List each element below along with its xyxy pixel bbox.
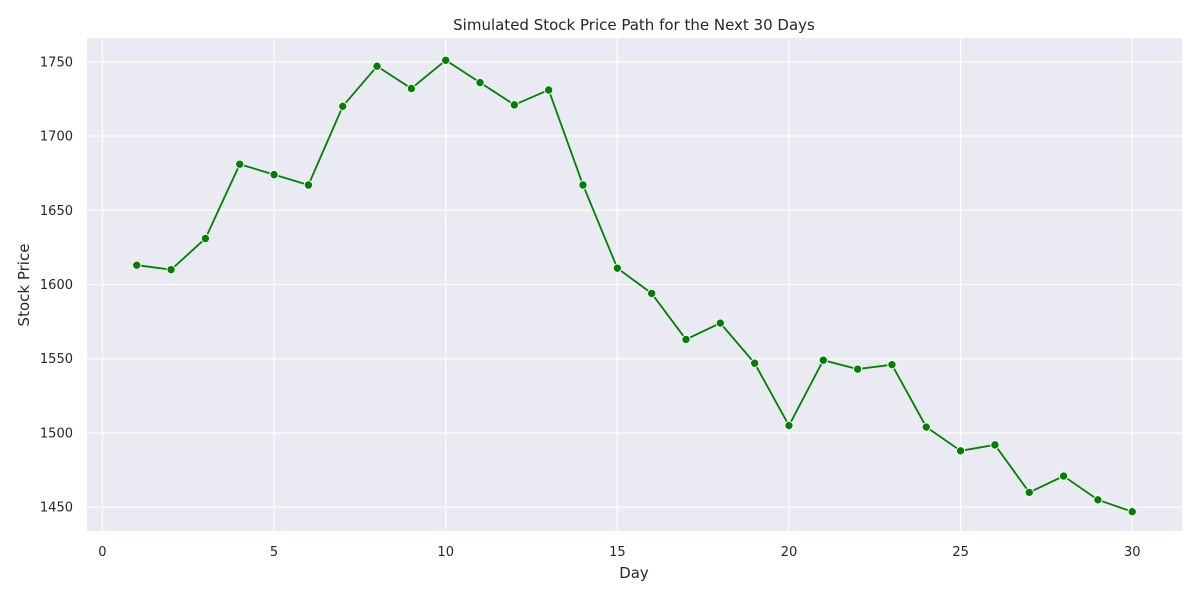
x-tick-label: 20 [781, 545, 798, 560]
data-point [715, 318, 726, 328]
data-point [646, 288, 657, 299]
data-point [1024, 487, 1034, 498]
series-line [136, 59, 1133, 513]
data-point [372, 61, 382, 71]
data-point [200, 233, 211, 244]
data-point [475, 77, 485, 88]
y-tick-label: 1500 [40, 426, 73, 441]
x-tick-label: 15 [609, 545, 626, 560]
data-point [955, 446, 966, 456]
data-point [338, 101, 348, 112]
data-point [578, 180, 588, 190]
data-point [1058, 471, 1069, 481]
y-axis-label: Stock Price [15, 244, 33, 327]
data-point [166, 264, 176, 275]
data-point [406, 83, 417, 94]
y-tick-label: 1750 [40, 55, 73, 70]
x-tick-label: 5 [270, 545, 278, 560]
y-tick-label: 1600 [40, 278, 73, 293]
x-tick-label: 30 [1124, 545, 1141, 560]
x-tick-label: 0 [98, 545, 106, 560]
data-point [269, 169, 279, 180]
data-point [921, 422, 931, 432]
series-layer [132, 55, 1137, 517]
data-point [784, 420, 794, 431]
data-point [887, 359, 897, 370]
y-tick-label: 1450 [40, 501, 73, 516]
data-point [852, 364, 863, 374]
data-point [132, 260, 142, 270]
data-point [1093, 495, 1103, 505]
x-axis-label: Day [619, 564, 649, 582]
chart-title: Simulated Stock Price Path for the Next … [453, 16, 815, 34]
y-tick-label: 1650 [40, 204, 73, 219]
data-point [509, 100, 520, 110]
data-point [612, 263, 623, 273]
data-point [1127, 506, 1137, 517]
x-tick-label: 10 [437, 545, 454, 560]
data-point [990, 440, 1000, 450]
data-point [543, 85, 554, 95]
tick-labels: 0 5 10 15 20 25 30 1450 1500 1550 1600 1650 1700 1750 [40, 55, 1141, 560]
data-point [681, 334, 691, 345]
data-point [235, 159, 245, 169]
data-point [749, 358, 760, 368]
y-tick-label: 1700 [40, 130, 73, 145]
data-point [818, 355, 828, 365]
grid-lines [87, 38, 1182, 531]
data-point [303, 180, 314, 190]
y-tick-label: 1550 [40, 352, 73, 367]
x-tick-label: 25 [952, 545, 969, 560]
data-point [441, 55, 451, 65]
